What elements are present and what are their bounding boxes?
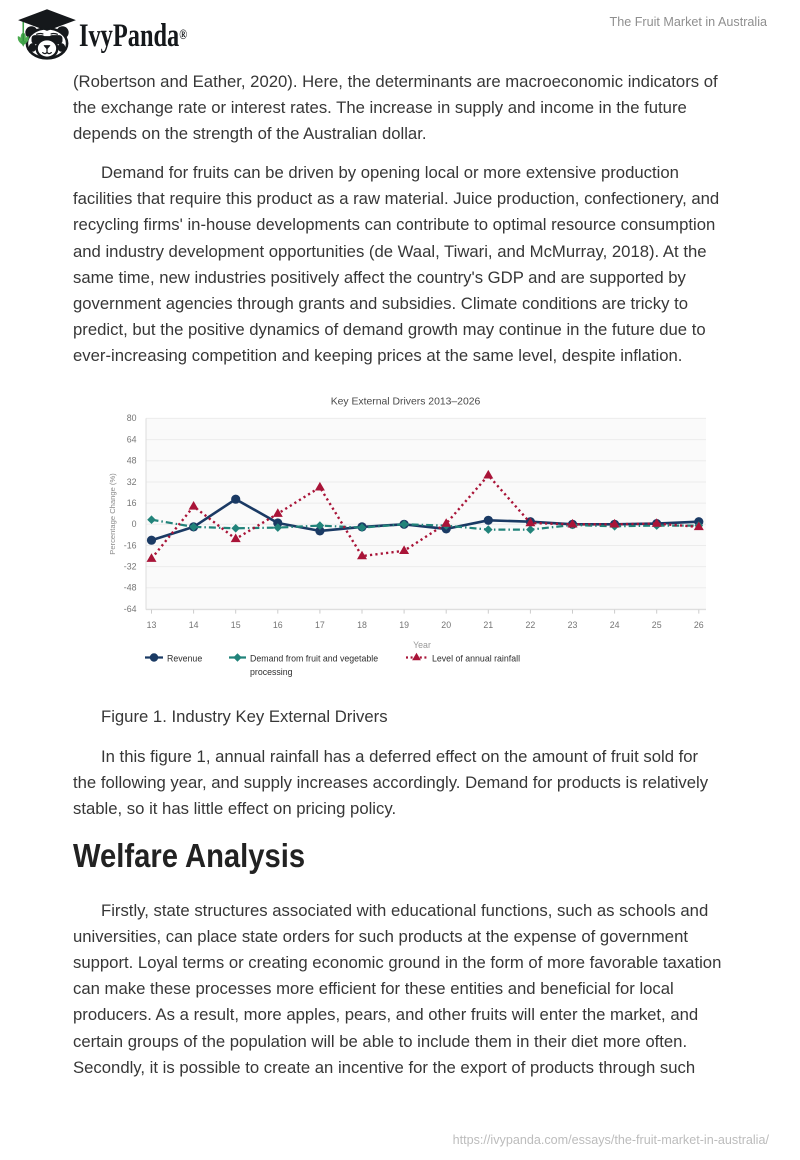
svg-text:20: 20 xyxy=(441,620,451,630)
svg-text:32: 32 xyxy=(127,477,137,487)
svg-text:24: 24 xyxy=(610,620,620,630)
svg-text:Level of annual rainfall: Level of annual rainfall xyxy=(432,654,520,664)
svg-text:21: 21 xyxy=(483,620,493,630)
svg-text:25: 25 xyxy=(652,620,662,630)
svg-text:Percentage Change (%): Percentage Change (%) xyxy=(108,473,117,555)
svg-text:26: 26 xyxy=(694,620,704,630)
svg-text:23: 23 xyxy=(568,620,578,630)
svg-text:0: 0 xyxy=(132,519,137,529)
svg-text:14: 14 xyxy=(189,620,199,630)
svg-text:16: 16 xyxy=(127,498,137,508)
svg-text:15: 15 xyxy=(231,620,241,630)
svg-text:80: 80 xyxy=(127,413,137,423)
svg-text:processing: processing xyxy=(250,667,293,677)
svg-text:Revenue: Revenue xyxy=(167,654,202,664)
svg-text:16: 16 xyxy=(273,620,283,630)
svg-text:17: 17 xyxy=(315,620,325,630)
svg-text:-48: -48 xyxy=(124,583,137,593)
svg-text:48: 48 xyxy=(127,456,137,466)
svg-text:-32: -32 xyxy=(124,561,137,571)
svg-text:13: 13 xyxy=(147,620,157,630)
svg-text:Key External Drivers 2013–2026: Key External Drivers 2013–2026 xyxy=(331,397,481,408)
svg-text:22: 22 xyxy=(526,620,536,630)
svg-text:18: 18 xyxy=(357,620,367,630)
svg-text:-64: -64 xyxy=(124,604,137,614)
svg-text:Demand from fruit and vegetabl: Demand from fruit and vegetable xyxy=(250,654,378,664)
svg-text:19: 19 xyxy=(399,620,409,630)
svg-text:64: 64 xyxy=(127,434,137,444)
svg-text:Year: Year xyxy=(413,640,431,650)
svg-text:-16: -16 xyxy=(124,540,137,550)
